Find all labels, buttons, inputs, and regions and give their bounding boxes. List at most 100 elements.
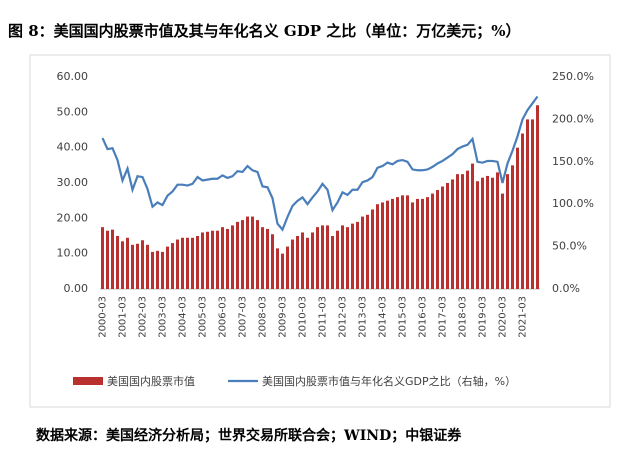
bar: [161, 251, 164, 289]
bar: [216, 230, 219, 289]
bar: [286, 246, 289, 289]
bar: [326, 225, 329, 289]
y2-tick-label: 0.0%: [552, 282, 580, 295]
bar: [301, 232, 304, 289]
bar: [351, 223, 354, 289]
x-tick-label: 2004-03: [178, 296, 189, 338]
x-tick-label: 2008-03: [258, 296, 269, 338]
bar: [116, 236, 119, 289]
y2-tick-label: 50.0%: [552, 240, 587, 253]
chart-frame: [29, 54, 611, 408]
legend-label: 美国国内股票市值与年化名义GDP之比（右轴，%）: [262, 374, 516, 388]
bar: [176, 239, 179, 289]
bar: [281, 253, 284, 289]
bar: [446, 183, 449, 289]
x-tick-label: 2018-03: [458, 296, 469, 338]
bar: [231, 225, 234, 289]
bar: [126, 237, 129, 289]
bar: [501, 193, 504, 289]
x-tick-label: 2019-03: [478, 296, 489, 338]
bar: [486, 175, 489, 289]
legend-swatch: [73, 377, 103, 385]
y-tick-label: 0.00: [64, 282, 89, 295]
bar: [441, 186, 444, 289]
x-tick-label: 2006-03: [218, 296, 229, 338]
bar: [376, 204, 379, 289]
x-tick-label: 2020-03: [498, 296, 509, 338]
bar: [341, 225, 344, 289]
x-tick-label: 2017-03: [438, 296, 449, 338]
bar: [241, 220, 244, 289]
bar: [346, 227, 349, 289]
bar: [426, 197, 429, 289]
line: [101, 95, 539, 232]
bar: [456, 174, 459, 289]
bar: [236, 221, 239, 289]
bar: [516, 147, 519, 289]
bar: [221, 227, 224, 289]
bar: [531, 119, 534, 290]
bar: [536, 105, 539, 290]
bar: [166, 246, 169, 289]
bar: [471, 163, 474, 289]
bar: [506, 174, 509, 289]
x-tick-label: 2005-03: [198, 296, 209, 338]
x-tick-label: 2010-03: [298, 296, 309, 338]
bar: [146, 244, 149, 289]
y-tick-label: 60.00: [57, 70, 89, 83]
bar: [171, 243, 174, 289]
x-tick-label: 2014-03: [378, 296, 389, 338]
y2-tick-label: 150.0%: [552, 155, 594, 168]
x-tick-label: 2002-03: [138, 296, 149, 338]
bar: [156, 250, 159, 289]
y-tick-label: 30.00: [57, 176, 89, 189]
bar: [191, 237, 194, 289]
bar: [431, 193, 434, 289]
bar: [406, 195, 409, 289]
bar: [391, 198, 394, 289]
bar: [196, 236, 199, 289]
bar: [386, 200, 389, 289]
bar: [121, 241, 124, 289]
x-tick-label: 2000-03: [98, 296, 109, 338]
bar: [321, 225, 324, 289]
bar: [101, 227, 104, 289]
bar: [451, 179, 454, 289]
bar: [261, 227, 264, 289]
bar: [291, 239, 294, 289]
bar: [336, 230, 339, 289]
bar: [136, 243, 139, 289]
bar: [411, 202, 414, 289]
bar: [306, 237, 309, 289]
y-tick-label: 40.00: [57, 141, 89, 154]
bar: [511, 165, 514, 289]
source: 数据来源：美国经济分析局；世界交易所联合会；WIND；中银证券: [36, 427, 462, 444]
y2-tick-label: 200.0%: [552, 112, 594, 125]
bar: [496, 172, 499, 289]
y2-tick-label: 250.0%: [552, 70, 594, 83]
bar: [316, 227, 319, 289]
bar: [371, 209, 374, 289]
x-tick-label: 2015-03: [398, 296, 409, 338]
bar: [296, 236, 299, 289]
x-tick-label: 2001-03: [118, 296, 129, 338]
bar: [366, 214, 369, 289]
x-tick-label: 2021-03: [518, 296, 529, 338]
bar: [206, 231, 209, 289]
y-tick-label: 20.00: [57, 211, 89, 224]
bar: [521, 133, 524, 289]
bar: [201, 232, 204, 289]
bar: [331, 236, 334, 289]
bar: [251, 216, 254, 289]
bar: [396, 197, 399, 289]
bar: [211, 230, 214, 289]
x-tick-label: 2011-03: [318, 296, 329, 338]
bar: [186, 237, 189, 289]
bar: [181, 237, 184, 289]
bar: [416, 198, 419, 289]
bar: [401, 195, 404, 289]
x-tick-label: 2012-03: [338, 296, 349, 338]
bar: [141, 240, 144, 289]
bar: [276, 248, 279, 289]
